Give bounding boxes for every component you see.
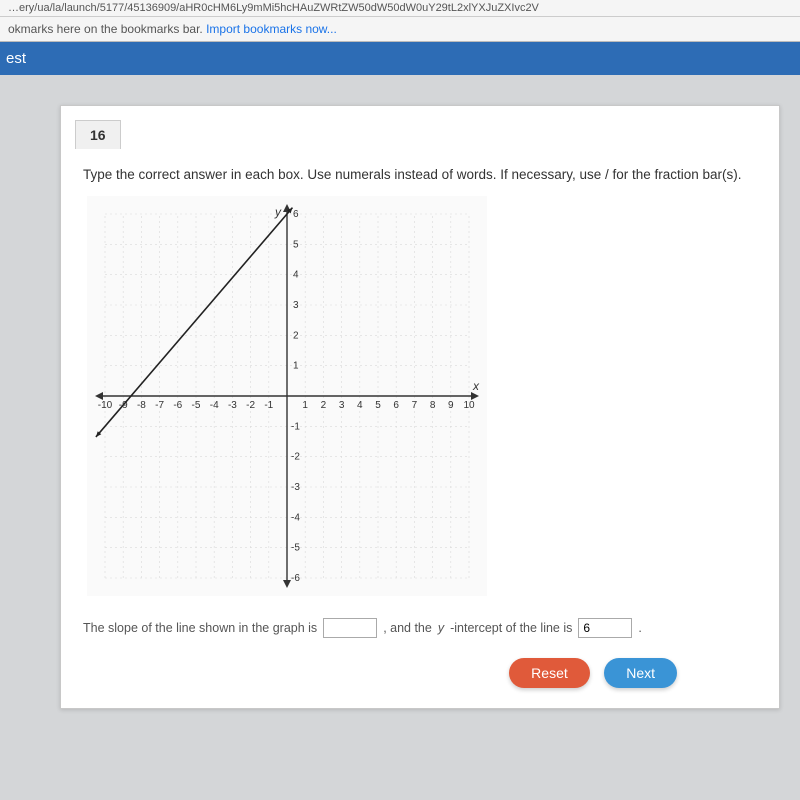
svg-text:y: y <box>274 205 282 219</box>
svg-text:-6: -6 <box>173 400 182 411</box>
header-title: est <box>6 50 26 67</box>
svg-text:-5: -5 <box>192 400 201 411</box>
svg-text:10: 10 <box>463 400 475 411</box>
svg-text:4: 4 <box>293 270 299 281</box>
import-bookmarks-link[interactable]: Import bookmarks now... <box>206 22 337 36</box>
question-number: 16 <box>75 120 121 149</box>
svg-text:5: 5 <box>293 239 299 250</box>
yintercept-input[interactable] <box>578 618 632 638</box>
svg-text:1: 1 <box>302 400 308 411</box>
question-body: Type the correct answer in each box. Use… <box>61 149 779 708</box>
coordinate-graph: -10-9-8-7-6-5-4-3-2-112345678910123456-1… <box>87 196 487 596</box>
svg-text:1: 1 <box>293 361 299 372</box>
next-button[interactable]: Next <box>604 658 677 688</box>
svg-text:-6: -6 <box>291 573 300 584</box>
answer-pre: The slope of the line shown in the graph… <box>83 621 317 635</box>
svg-text:-10: -10 <box>98 400 113 411</box>
svg-text:-7: -7 <box>155 400 164 411</box>
svg-text:2: 2 <box>321 400 327 411</box>
url-text: …ery/ua/la/launch/5177/45136909/aHR0cHM6… <box>8 2 539 14</box>
svg-text:2: 2 <box>293 330 299 341</box>
bookmarks-text: okmarks here on the bookmarks bar. <box>8 22 206 36</box>
instructions: Type the correct answer in each box. Use… <box>83 167 757 182</box>
svg-text:-3: -3 <box>228 400 237 411</box>
page-header: est <box>0 42 800 75</box>
svg-text:-2: -2 <box>246 400 255 411</box>
svg-text:6: 6 <box>393 400 399 411</box>
svg-text:7: 7 <box>412 400 418 411</box>
svg-text:-2: -2 <box>291 452 300 463</box>
svg-text:-4: -4 <box>291 512 300 523</box>
bookmarks-bar: okmarks here on the bookmarks bar. Impor… <box>0 17 800 42</box>
answer-mid2: -intercept of the line is <box>450 621 572 635</box>
svg-text:-8: -8 <box>137 400 146 411</box>
url-bar: …ery/ua/la/launch/5177/45136909/aHR0cHM6… <box>0 0 800 17</box>
content-area: 16 Type the correct answer in each box. … <box>0 75 800 719</box>
svg-text:-1: -1 <box>291 421 300 432</box>
question-card: 16 Type the correct answer in each box. … <box>60 105 780 709</box>
svg-text:-3: -3 <box>291 482 300 493</box>
svg-text:9: 9 <box>448 400 454 411</box>
svg-text:-1: -1 <box>264 400 273 411</box>
svg-text:-4: -4 <box>210 400 219 411</box>
answer-mid-ital: y <box>438 621 444 635</box>
svg-text:x: x <box>472 379 480 393</box>
svg-text:5: 5 <box>375 400 381 411</box>
button-row: Reset Next <box>83 658 757 688</box>
reset-button[interactable]: Reset <box>509 658 590 688</box>
svg-text:3: 3 <box>293 300 299 311</box>
answer-mid1: , and the <box>383 621 432 635</box>
slope-input[interactable] <box>323 618 377 638</box>
svg-text:4: 4 <box>357 400 363 411</box>
answer-post: . <box>638 621 641 635</box>
svg-text:-5: -5 <box>291 543 300 554</box>
answer-sentence: The slope of the line shown in the graph… <box>83 618 757 638</box>
svg-text:3: 3 <box>339 400 345 411</box>
svg-text:6: 6 <box>293 209 299 220</box>
svg-text:8: 8 <box>430 400 436 411</box>
